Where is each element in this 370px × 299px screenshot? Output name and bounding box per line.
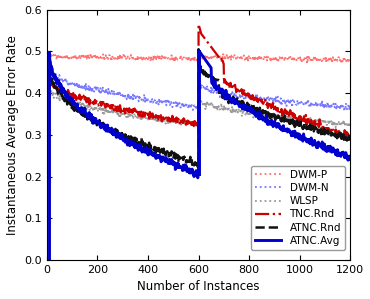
- WLSP: [238, 111, 242, 115]
- ATNC.Rnd: [229, 98, 234, 101]
- ATNC.Avg: [196, 176, 200, 180]
- ATNC.Avg: [65, 92, 70, 96]
- ATNC.Avg: [307, 138, 311, 141]
- DWM-P: [229, 54, 233, 57]
- Line: WLSP: WLSP: [49, 88, 350, 127]
- WLSP: [306, 118, 310, 122]
- WLSP: [47, 86, 51, 90]
- ATNC.Rnd: [276, 114, 280, 118]
- DWM-N: [348, 107, 353, 110]
- TNC.Rnd: [229, 85, 233, 88]
- ATNC.Rnd: [307, 124, 311, 128]
- Line: ATNC.Avg: ATNC.Avg: [49, 51, 350, 178]
- ATNC.Avg: [229, 101, 234, 105]
- TNC.Rnd: [65, 89, 70, 93]
- WLSP: [65, 97, 70, 101]
- DWM-N: [275, 97, 279, 101]
- Line: TNC.Rnd: TNC.Rnd: [49, 24, 350, 138]
- ATNC.Rnd: [196, 165, 200, 169]
- DWM-N: [47, 66, 51, 70]
- DWM-N: [221, 91, 225, 94]
- TNC.Rnd: [348, 137, 353, 140]
- DWM-P: [47, 53, 51, 56]
- TNC.Rnd: [47, 78, 51, 82]
- ATNC.Avg: [196, 50, 201, 53]
- DWM-P: [238, 55, 243, 58]
- TNC.Rnd: [196, 22, 201, 26]
- ATNC.Rnd: [239, 101, 243, 104]
- DWM-N: [306, 97, 310, 101]
- DWM-N: [65, 80, 70, 84]
- WLSP: [333, 126, 338, 129]
- X-axis label: Number of Instances: Number of Instances: [137, 280, 260, 293]
- ATNC.Rnd: [65, 97, 70, 101]
- DWM-P: [275, 59, 280, 62]
- TNC.Rnd: [221, 61, 225, 65]
- TNC.Rnd: [275, 107, 280, 110]
- ATNC.Avg: [276, 122, 280, 126]
- Line: ATNC.Rnd: ATNC.Rnd: [49, 49, 350, 167]
- TNC.Rnd: [306, 118, 311, 121]
- DWM-P: [48, 52, 53, 56]
- DWM-P: [305, 61, 309, 64]
- ATNC.Avg: [222, 90, 226, 94]
- DWM-N: [229, 95, 233, 98]
- DWM-P: [307, 57, 311, 60]
- ATNC.Rnd: [348, 138, 353, 142]
- DWM-N: [238, 95, 242, 98]
- WLSP: [229, 111, 233, 114]
- DWM-P: [66, 56, 70, 60]
- TNC.Rnd: [238, 91, 243, 94]
- ATNC.Rnd: [47, 68, 51, 72]
- ATNC.Avg: [348, 156, 353, 160]
- DWM-P: [348, 59, 353, 62]
- Line: DWM-N: DWM-N: [49, 68, 350, 112]
- Line: DWM-P: DWM-P: [49, 54, 350, 62]
- ATNC.Avg: [47, 51, 51, 54]
- DWM-P: [221, 52, 225, 56]
- WLSP: [221, 109, 225, 112]
- DWM-N: [342, 110, 347, 113]
- ATNC.Rnd: [222, 94, 226, 97]
- ATNC.Rnd: [196, 48, 201, 51]
- WLSP: [275, 114, 279, 117]
- WLSP: [348, 123, 353, 126]
- Legend: DWM-P, DWM-N, WLSP, TNC.Rnd, ATNC.Rnd, ATNC.Avg: DWM-P, DWM-N, WLSP, TNC.Rnd, ATNC.Rnd, A…: [251, 166, 345, 250]
- ATNC.Avg: [239, 103, 243, 107]
- Y-axis label: Instantaneous Average Error Rate: Instantaneous Average Error Rate: [6, 35, 18, 235]
